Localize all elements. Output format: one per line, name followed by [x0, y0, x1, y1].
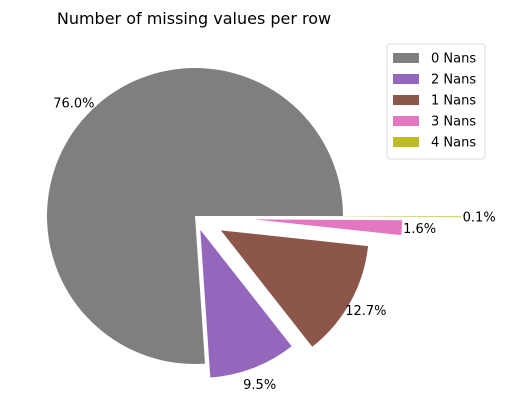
legend-swatch — [393, 74, 419, 84]
legend-entry-label: 1 Nans — [431, 94, 476, 109]
legend-swatch — [393, 95, 419, 105]
pie-percent-label: 12.7% — [345, 304, 386, 319]
legend-entry-label: 4 Nans — [431, 136, 476, 151]
pie-percent-label: 9.5% — [243, 378, 276, 393]
legend-entry-label: 2 Nans — [431, 73, 476, 88]
pie-slice-3-nans — [254, 219, 403, 236]
legend-frame — [386, 43, 486, 160]
legend-swatch — [393, 53, 419, 63]
legend-entry-label: 0 Nans — [431, 52, 476, 67]
pie-slice-2-nans — [200, 229, 292, 378]
pie-slice-0-nans — [46, 68, 343, 364]
pie-percent-label: 1.6% — [403, 222, 436, 237]
legend: 0 Nans 2 Nans 1 Nans 3 Nans 4 Nans — [386, 43, 486, 160]
pie-slices — [46, 68, 462, 378]
pie-slice-1-nans — [220, 230, 369, 347]
pie-percent-labels: 76.0% 9.5% 12.7% 1.6% 0.1% — [53, 96, 495, 393]
pie-percent-label: 76.0% — [53, 96, 94, 111]
legend-swatch — [393, 137, 419, 147]
chart-title: Number of missing values per row — [57, 9, 331, 28]
pie-percent-label: 0.1% — [463, 210, 496, 225]
legend-swatch — [393, 116, 419, 126]
pie-slice-4-nans — [313, 216, 462, 218]
legend-entry-label: 3 Nans — [431, 115, 476, 130]
